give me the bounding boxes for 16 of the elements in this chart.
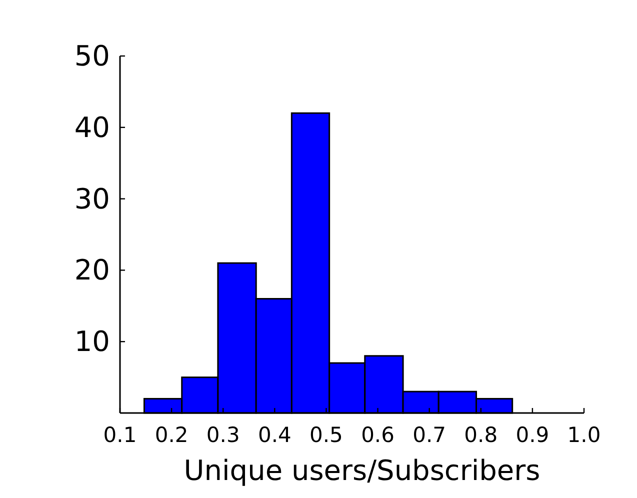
x-tick-label: 0.6 [361,423,394,447]
y-tick-label: 50 [74,40,110,72]
x-tick-label: 0.9 [516,423,550,447]
y-tick-label: 10 [74,325,110,358]
x-tick-label: 0.5 [310,423,343,447]
x-tick-label: 0.1 [103,423,137,447]
x-axis-title: Unique users/Subscribers [184,454,540,487]
x-tick-label: 0.4 [258,423,292,447]
x-tick-label: 1.0 [567,423,601,447]
y-tick-label: 20 [74,254,110,287]
y-tick-label: 30 [74,182,110,216]
x-tick-label: 0.3 [206,423,240,447]
x-tick-label: 0.7 [412,423,446,447]
y-tick-label: 40 [74,110,110,144]
x-tick-label: 0.8 [464,423,498,447]
x-tick-label: 0.2 [154,423,188,447]
